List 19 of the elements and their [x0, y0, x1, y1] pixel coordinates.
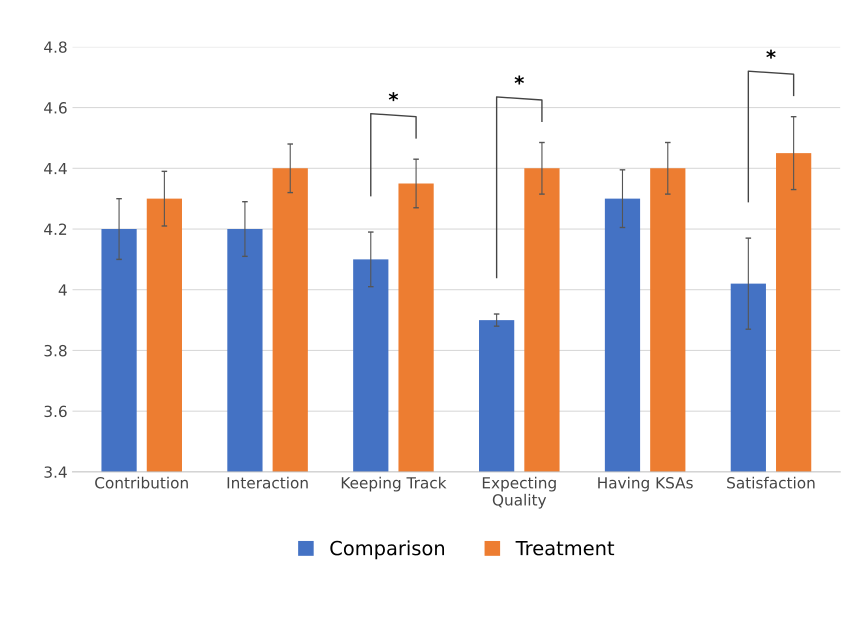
annotation: * — [766, 50, 776, 59]
x-tick-label: Having KSAs — [598, 476, 693, 492]
y-tick-label: 4.8 — [44, 41, 67, 53]
y-tick-label: 3.8 — [44, 344, 67, 356]
legend-label: Comparison — [330, 540, 444, 560]
x-tick-label: Keeping Track — [342, 476, 446, 492]
y-tick-label: 3.6 — [44, 406, 67, 418]
y-tick-label: 4 — [58, 284, 67, 296]
x-tick-label: Expecting Quality — [482, 476, 556, 509]
y-tick-label: 4.2 — [44, 223, 66, 235]
y-tick-label: 4.4 — [44, 162, 67, 174]
legend-label: Treatment — [516, 540, 614, 556]
x-tick-label: Satisfaction — [727, 476, 815, 489]
y-tick-label: 3.4 — [44, 466, 67, 478]
annotation: * — [388, 92, 398, 102]
annotation: * — [514, 75, 524, 84]
x-tick-label: Contribution — [95, 476, 188, 489]
y-tick-label: 4.6 — [44, 102, 67, 114]
x-tick-label: Interaction — [228, 476, 308, 489]
